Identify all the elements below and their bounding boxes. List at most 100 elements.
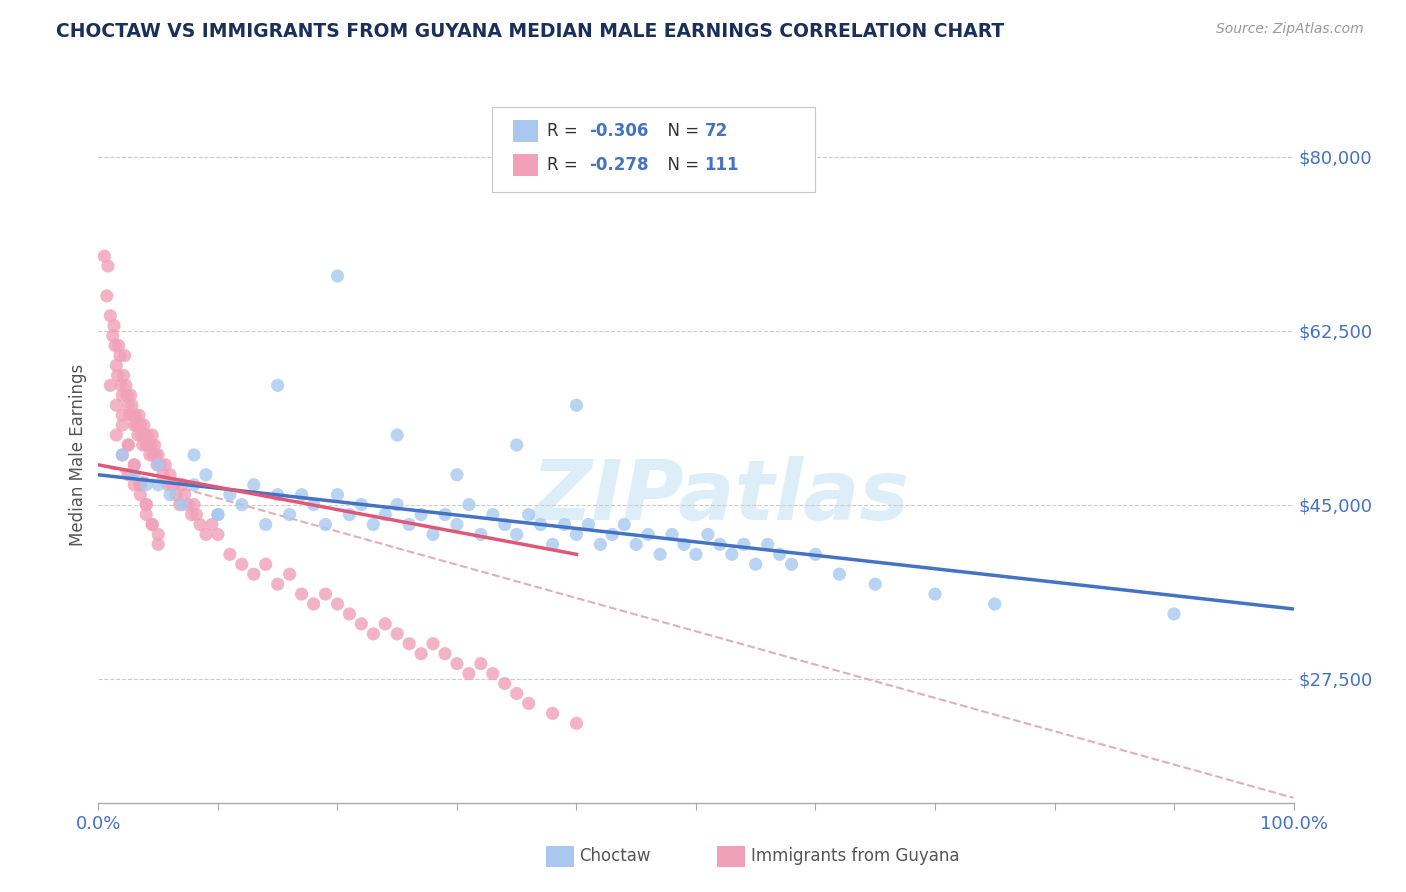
Point (278, 567, 301, 582)
Point (194, 467, 217, 482)
Point (135, 498, 157, 512)
Point (110, 378, 132, 392)
Point (756, 537, 779, 551)
Point (506, 527, 529, 541)
Point (207, 508, 229, 522)
Point (267, 488, 290, 502)
Text: N =: N = (657, 156, 704, 174)
Point (481, 666, 505, 681)
Point (290, 488, 312, 502)
Text: -0.306: -0.306 (589, 122, 648, 140)
Point (159, 488, 181, 502)
Point (494, 517, 516, 532)
Point (422, 637, 444, 651)
Point (721, 547, 744, 561)
Point (385, 627, 409, 641)
Point (121, 398, 143, 412)
Point (139, 448, 162, 462)
Point (165, 488, 187, 502)
Point (337, 508, 360, 522)
Text: -0.278: -0.278 (589, 156, 648, 174)
Point (446, 517, 468, 532)
Point (120, 388, 142, 402)
Point (302, 597, 325, 611)
Point (267, 378, 290, 392)
Point (122, 408, 145, 422)
Point (114, 349, 136, 363)
Point (183, 498, 205, 512)
Point (541, 706, 564, 721)
Point (201, 517, 224, 532)
Point (219, 547, 242, 561)
Point (648, 547, 672, 561)
Text: R =: R = (547, 122, 583, 140)
Text: ZIPatlas: ZIPatlas (531, 456, 908, 537)
Point (128, 408, 150, 422)
Point (115, 388, 138, 402)
Point (129, 418, 152, 433)
Point (745, 558, 768, 572)
Point (134, 428, 156, 442)
Point (254, 517, 277, 532)
Point (155, 458, 177, 472)
Point (149, 458, 172, 472)
Point (131, 428, 153, 442)
Text: 72: 72 (704, 122, 728, 140)
Point (219, 488, 242, 502)
Point (118, 408, 141, 422)
Text: CHOCTAW VS IMMIGRANTS FROM GUYANA MEDIAN MALE EARNINGS CORRELATION CHART: CHOCTAW VS IMMIGRANTS FROM GUYANA MEDIAN… (56, 22, 1004, 41)
Point (132, 418, 155, 433)
Point (173, 488, 195, 502)
Point (267, 577, 290, 591)
Point (983, 597, 1005, 611)
Point (107, 368, 129, 383)
Point (138, 438, 160, 452)
Point (180, 508, 202, 522)
Point (780, 558, 803, 572)
Point (385, 498, 409, 512)
Point (350, 616, 373, 631)
Point (446, 657, 468, 671)
Point (141, 517, 163, 532)
Point (576, 517, 599, 532)
Point (124, 458, 146, 472)
Point (129, 477, 152, 491)
Point (290, 587, 312, 601)
Point (385, 428, 409, 442)
Point (315, 517, 337, 532)
Point (105, 428, 128, 442)
Point (98, 378, 122, 392)
Point (93, 249, 115, 263)
Point (768, 547, 790, 561)
Point (302, 498, 325, 512)
Point (115, 378, 138, 392)
Point (398, 517, 420, 532)
Text: Choctaw: Choctaw (579, 847, 651, 865)
Point (613, 517, 636, 532)
Point (104, 338, 127, 352)
Text: Immigrants from Guyana: Immigrants from Guyana (751, 847, 959, 865)
Point (446, 467, 468, 482)
Point (162, 477, 184, 491)
Point (231, 498, 253, 512)
Point (105, 398, 128, 412)
Point (169, 498, 191, 512)
Point (125, 418, 148, 433)
Point (117, 438, 139, 452)
Point (156, 477, 179, 491)
Point (541, 537, 564, 551)
Point (506, 438, 529, 452)
Text: R =: R = (547, 156, 583, 174)
Point (624, 537, 647, 551)
Point (374, 616, 396, 631)
Point (98, 309, 122, 323)
Point (148, 537, 170, 551)
Point (863, 577, 886, 591)
Point (517, 508, 540, 522)
Point (411, 508, 433, 522)
Point (481, 508, 505, 522)
Point (458, 498, 481, 512)
Point (135, 508, 157, 522)
Point (131, 438, 153, 452)
Point (105, 359, 128, 373)
